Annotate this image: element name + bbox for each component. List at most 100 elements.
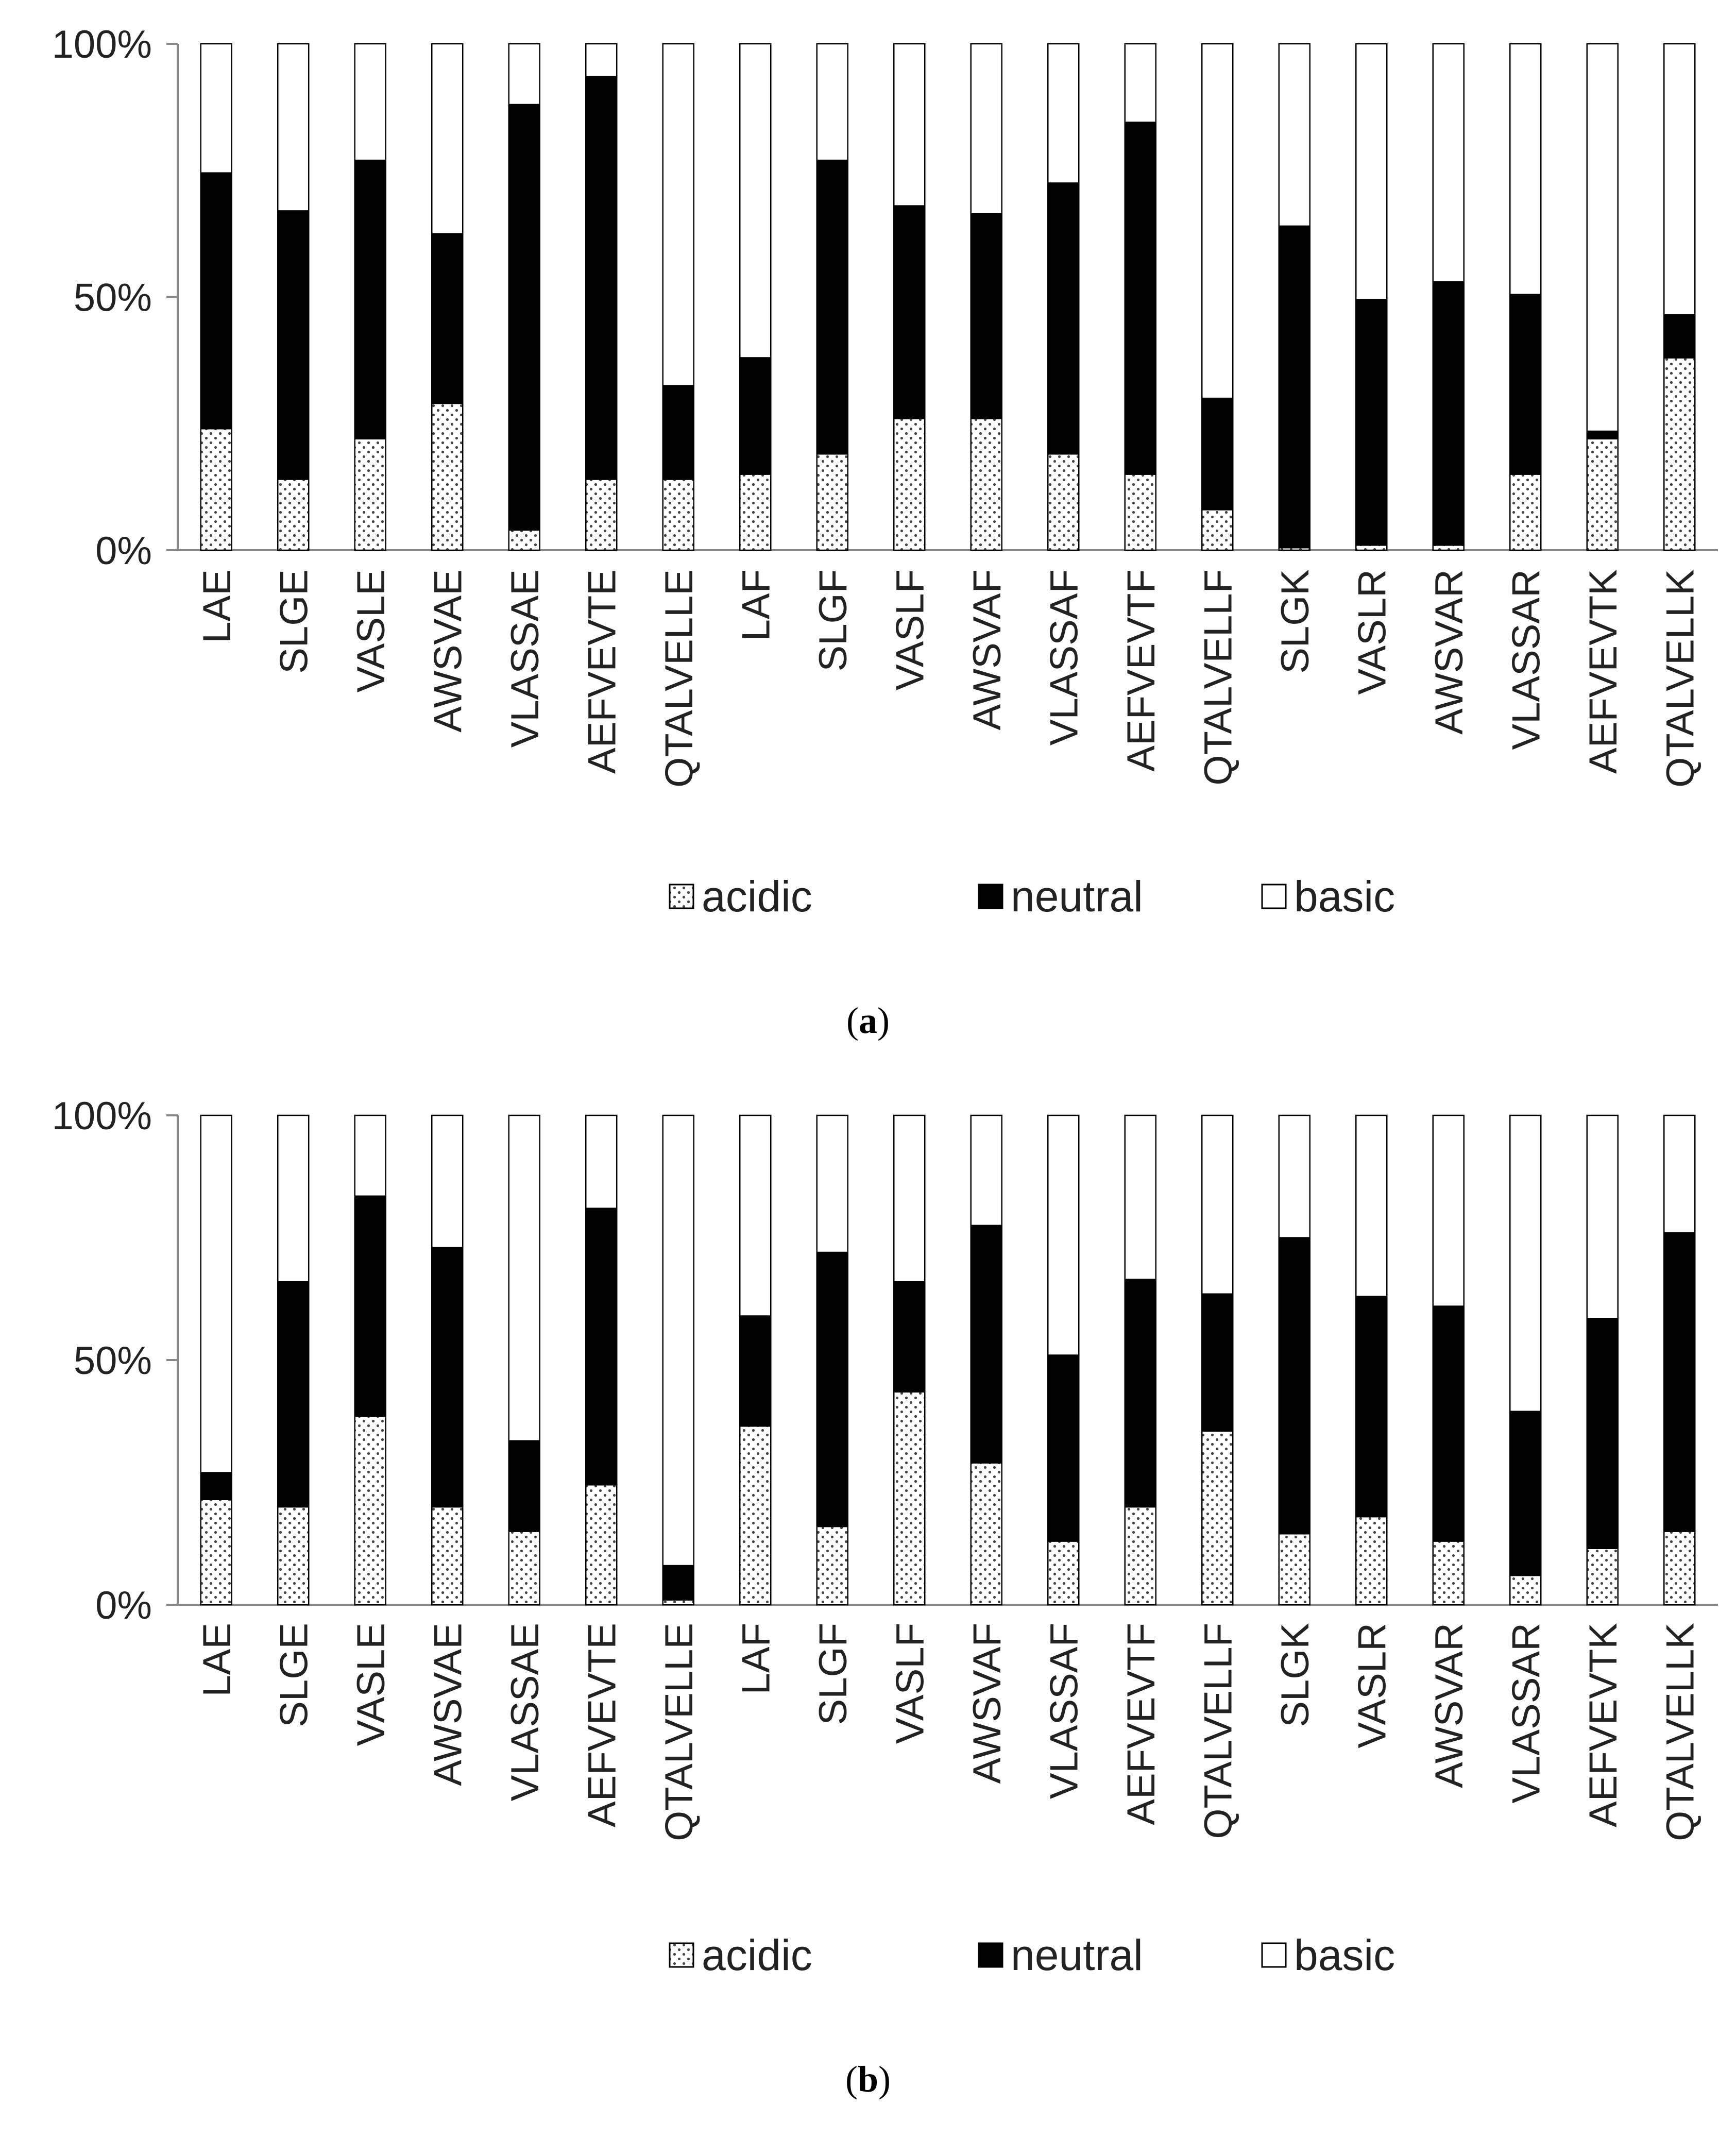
legend-swatch-acidic: [669, 884, 694, 909]
bar-segment-basic: [970, 43, 1002, 214]
bar-segment-basic: [1047, 43, 1080, 184]
bar-segment-acidic: [1047, 453, 1080, 551]
bar-segment-acidic: [816, 1525, 848, 1606]
bar-segment-acidic: [739, 473, 772, 551]
bar-segment-basic: [508, 1114, 540, 1441]
x-tick-label: QTALVELLK: [1658, 1623, 1702, 1841]
x-tick-label: QTALVELLF: [1196, 1623, 1240, 1839]
bar-segment-neutral: [354, 159, 386, 439]
bar-segment-acidic: [970, 418, 1002, 551]
bar-segment-neutral: [1124, 1279, 1156, 1508]
bar-segment-basic: [1663, 43, 1696, 316]
legend-swatch-basic: [1261, 1942, 1287, 1968]
bar-segment-basic: [1124, 1114, 1156, 1280]
legend-label-neutral: neutral: [1011, 872, 1143, 921]
bar-segment-basic: [816, 1114, 848, 1253]
bar-segment-neutral: [1047, 1354, 1080, 1542]
bar-segment-basic: [1278, 43, 1310, 227]
bar-segment-acidic: [1663, 357, 1696, 551]
bar-segment-acidic: [508, 1531, 540, 1606]
bar-segment-neutral: [662, 1565, 694, 1601]
bar-segment-basic: [970, 1114, 1002, 1226]
bar-segment-neutral: [1355, 299, 1388, 546]
bar-segment-acidic: [585, 1484, 618, 1606]
bar-segment-basic: [508, 43, 540, 106]
x-tick-label: SLGE: [272, 1623, 316, 1727]
bar-segment-neutral: [816, 1251, 848, 1527]
bar-segment-neutral: [200, 172, 232, 430]
x-tick-label: LAF: [734, 1623, 778, 1694]
bar-segment-neutral: [970, 213, 1002, 419]
bar-segment-neutral: [893, 1281, 926, 1393]
bar-segment-neutral: [1509, 294, 1542, 475]
bar-segment-basic: [1047, 1114, 1080, 1356]
bar-segment-acidic: [200, 1499, 232, 1606]
x-tick-label: AWSVAF: [965, 569, 1009, 730]
panel-caption: (a): [846, 1000, 890, 1041]
bar-segment-neutral: [1663, 1232, 1696, 1532]
x-tick-label: QTALVELLE: [657, 1623, 701, 1841]
x-tick-label: QTALVELLF: [1196, 569, 1240, 786]
legend-swatch-neutral: [978, 884, 1003, 909]
bar-segment-neutral: [1586, 1318, 1619, 1549]
bar-segment-basic: [816, 43, 848, 161]
bar-segment-acidic: [1586, 1548, 1619, 1606]
y-tick-label: 0%: [95, 1584, 152, 1627]
legend-label-acidic: acidic: [702, 1931, 812, 1979]
x-tick-label: AEFVEVTF: [1119, 1623, 1163, 1825]
bar-segment-basic: [1663, 1114, 1696, 1234]
legend-swatch-acidic: [669, 1942, 694, 1968]
bar-segment-acidic: [970, 1462, 1002, 1606]
x-tick-label: VLASSAF: [1042, 1623, 1086, 1799]
bar-segment-neutral: [662, 385, 694, 480]
bar-segment-acidic: [893, 1391, 926, 1606]
x-tick-label: AEFVEVTE: [580, 1623, 624, 1827]
bar-segment-neutral: [200, 1472, 232, 1500]
chart-panel-b: 0% 50% 100% LAE SLGE VASLE AWSVAE VLASSAE AEFVEV…: [52, 1094, 1718, 2100]
legend-swatch-basic: [1261, 884, 1287, 909]
bar-segment-basic: [1509, 1114, 1542, 1412]
panel-caption: (b): [845, 2059, 891, 2100]
bar-segment-neutral: [1278, 1237, 1310, 1535]
legend-label-basic: basic: [1294, 872, 1395, 921]
bar-segment-neutral: [970, 1225, 1002, 1464]
x-tick-label: LAF: [734, 569, 778, 641]
chart-panel-a: 0% 50% 100% LAE SLGE VASLE AWSVAE VLASSAE AEFVEV…: [52, 23, 1718, 1041]
bar-segment-basic: [277, 43, 310, 212]
bar-segment-basic: [662, 43, 694, 386]
x-tick-label: AWSVAE: [426, 569, 470, 733]
bar-segment-acidic: [354, 438, 386, 551]
bar-segment-neutral: [739, 357, 772, 475]
bar-segment-acidic: [1509, 473, 1542, 551]
bar-segment-basic: [1355, 43, 1388, 300]
bar-segment-acidic: [1124, 1506, 1156, 1606]
bar-segment-neutral: [739, 1315, 772, 1427]
x-tick-label: VLASSAE: [503, 569, 547, 748]
bar-segment-neutral: [354, 1195, 386, 1417]
legend-label-neutral: neutral: [1011, 1931, 1143, 1979]
bar-segment-acidic: [277, 1506, 310, 1606]
x-tick-label: VASLF: [888, 1623, 932, 1744]
bar-segment-acidic: [1124, 473, 1156, 551]
bar-segment-neutral: [1355, 1296, 1388, 1518]
x-tick-label: AEFVEVTK: [1581, 1623, 1625, 1827]
bar-segment-basic: [431, 43, 464, 234]
bar-segment-neutral: [277, 210, 310, 480]
bar-segment-acidic: [1355, 544, 1388, 551]
bar-segment-acidic: [662, 479, 694, 551]
bar-segment-basic: [893, 43, 926, 207]
bar-segment-neutral: [1124, 122, 1156, 475]
bar-segment-neutral: [816, 159, 848, 455]
x-tick-label: VASLF: [888, 569, 932, 690]
bar-segment-basic: [1586, 1114, 1619, 1319]
x-tick-label: AEFVEVTK: [1581, 569, 1625, 774]
bar-segment-acidic: [1201, 509, 1234, 551]
bar-segment-neutral: [1278, 225, 1310, 549]
bar-segment-acidic: [1047, 1540, 1080, 1606]
bar-segment-acidic: [1278, 1533, 1310, 1606]
x-tick-label: VLASSAE: [503, 1623, 547, 1801]
bar-segment-acidic: [585, 479, 618, 551]
bar-segment-acidic: [662, 1599, 694, 1606]
bar-segment-neutral: [1509, 1411, 1542, 1576]
